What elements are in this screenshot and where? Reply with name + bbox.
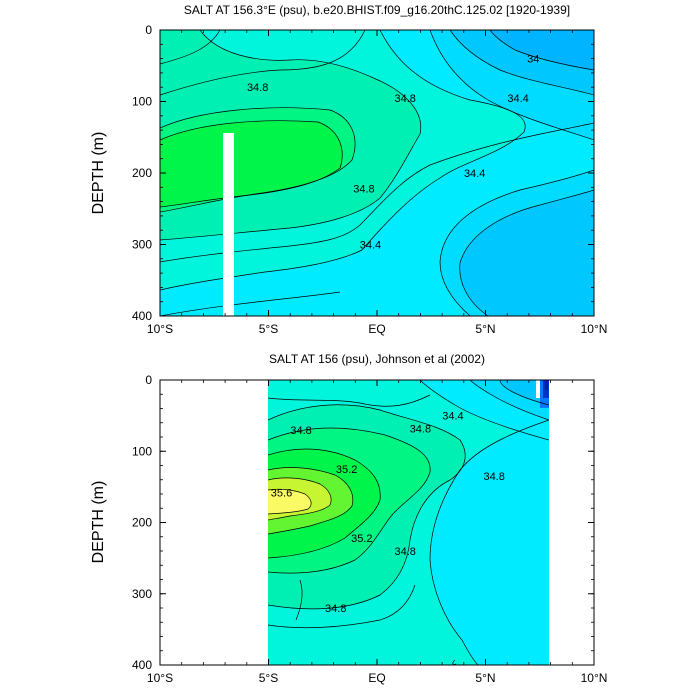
contour-line [160,30,526,291]
x-tick-label: 5°S [259,322,278,336]
x-tick-label: 5°N [475,671,495,685]
band-33-8 [490,30,594,70]
contour-line [459,189,594,316]
y-axis-label: DEPTH (m) [90,132,107,215]
x-tick-label: EQ [368,671,385,685]
missing-data-column [223,133,234,316]
contour-label: 34.8 [410,423,431,435]
y-tick-label: 400 [132,658,152,672]
contour-line [429,419,549,665]
contour-line [295,579,303,621]
contour-line [429,30,594,141]
contour-line [469,380,549,421]
contour-line [439,169,594,316]
contour-line [160,30,221,65]
contour-label: 34.8 [325,603,346,615]
contour-label: 34.4 [507,93,528,105]
contour-label: 34 [527,54,539,66]
contour-label: 35.6 [271,488,292,500]
contour-labels: 34 34.8 34.8 34.4 34.8 34.4 34.4 [247,54,539,252]
contour-label: 34.8 [247,82,268,94]
missing-data-column [536,380,540,398]
salinity-fill [268,380,549,665]
observed-salinity-panel: SALT AT 156 (psu), Johnson et al (2002) [90,352,607,685]
y-tick-label: 200 [132,166,152,180]
band-35-8 [268,489,312,514]
y-tick-label: 300 [132,238,152,252]
contour-line [452,659,457,665]
freshwater-core [545,380,548,390]
y-tick-label: 100 [132,95,152,109]
contour-label: 34.8 [483,471,504,483]
contour-line [489,30,594,71]
x-tick-label: 10°N [581,322,608,336]
x-tick-label: 10°N [581,671,608,685]
panel-title: SALT AT 156.3°E (psu), b.e20.BHIST.f09_g… [184,3,570,17]
contour-line [268,584,416,629]
contour-label: 34.4 [464,168,485,180]
band-35-2 [160,120,343,207]
contour-line [268,404,466,610]
contour-label: 34.8 [353,184,374,196]
x-tick-label: 5°N [475,322,495,336]
model-salinity-panel: SALT AT 156.3°E (psu), b.e20.BHIST.f09_g… [90,3,607,336]
y-axis-label: DEPTH (m) [90,481,107,564]
contour-label: 34.4 [442,411,463,423]
panel-title: SALT AT 156 (psu), Johnson et al (2002) [269,352,485,366]
band-34-4 [430,420,549,665]
y-tick-label: 100 [132,444,152,458]
contour-line [268,488,312,515]
contour-label: 34.8 [394,546,415,558]
contour-line [268,394,431,407]
x-tick-label: 5°S [259,671,278,685]
x-tick-label: 10°S [147,671,173,685]
band-34-0 [459,190,594,316]
contour-label: 35.2 [336,464,357,476]
contour-label: 34.4 [360,240,381,252]
x-tick-label: 10°S [147,322,173,336]
contour-line [160,30,366,96]
y-tick-label: 0 [145,23,152,37]
contour-line [160,30,422,241]
contour-line [449,30,594,96]
contour-label: 34.8 [290,425,311,437]
axes: 10°S 5°S EQ 5°N 10°N 0 100 200 300 400 [132,373,607,685]
contour-line [268,477,332,521]
x-tick-label: EQ [368,322,385,336]
salinity-fill [160,30,594,316]
contour-line [268,467,354,535]
y-tick-label: 300 [132,587,152,601]
axes: 10°S 5°S EQ 5°N 10°N 0 100 200 300 400 [132,23,607,336]
contour-line [160,291,341,316]
contour-line [268,448,381,559]
contour-label: 34.8 [394,93,415,105]
y-tick-label: 200 [132,516,152,530]
contour-line [268,427,431,574]
y-tick-label: 0 [145,373,152,387]
contour-label: 35.2 [351,533,372,545]
contour-line [419,380,549,441]
contour-line [499,380,549,406]
contour-line [160,120,343,208]
contour-line [160,122,594,263]
contour-labels: 34.4 34.8 34.8 35.2 34.8 35.6 35.2 34.8 34.8 [271,411,505,615]
y-tick-label: 400 [132,309,152,323]
